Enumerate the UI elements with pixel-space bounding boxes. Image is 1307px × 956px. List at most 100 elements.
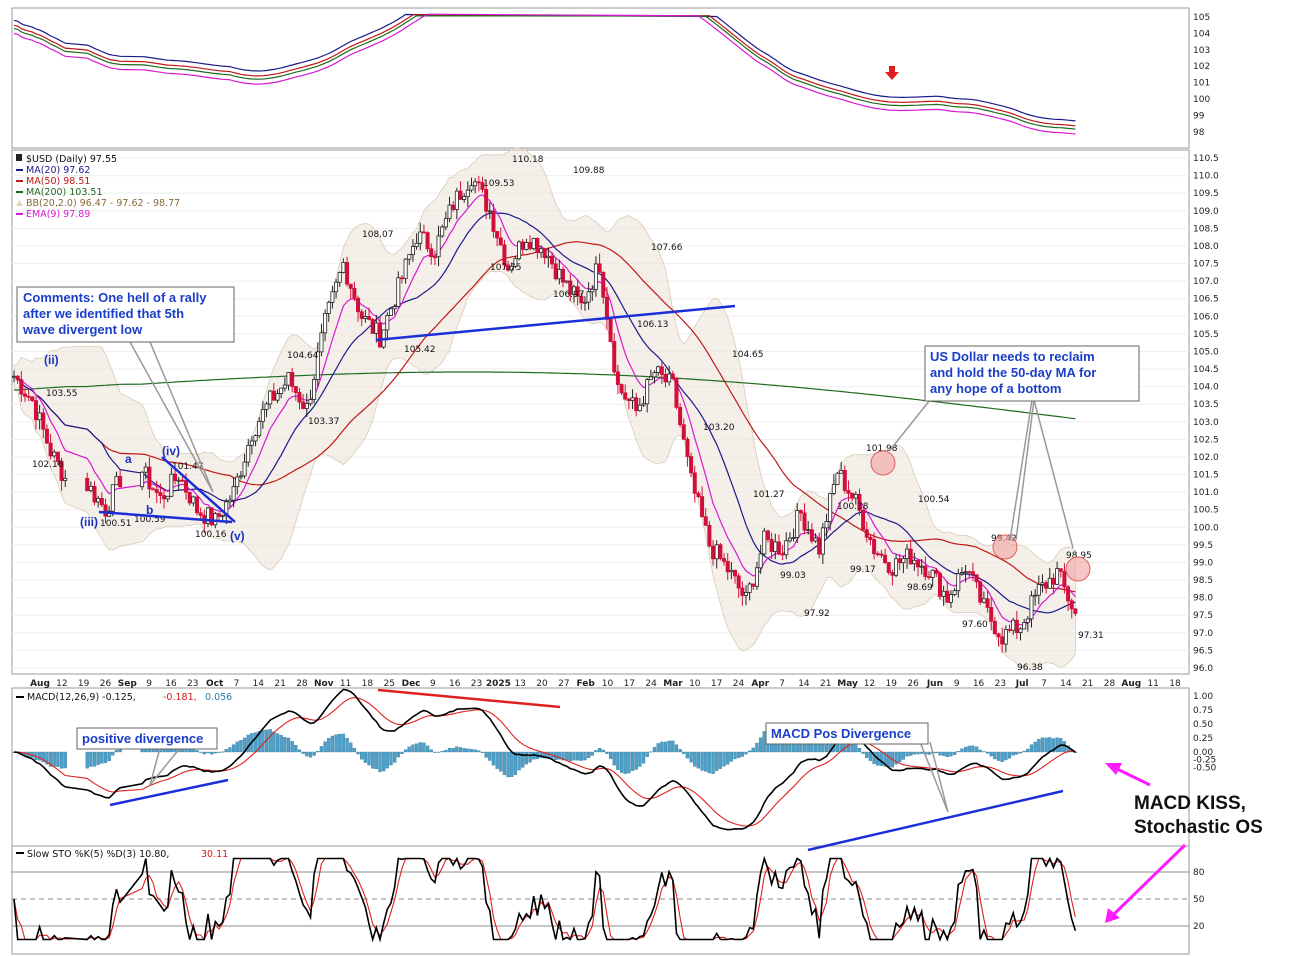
candle-body — [535, 237, 540, 253]
candle-body — [1036, 584, 1041, 596]
macd-header: MACD(12,26,9) -0.125, — [27, 692, 136, 703]
macd-axis-label: 0.00 — [1193, 748, 1213, 758]
candle-body — [191, 496, 196, 504]
x-axis-label: 18 — [1169, 679, 1181, 689]
candle-body — [557, 268, 562, 280]
macd-histogram-bar — [722, 751, 726, 767]
x-axis-label: Nov — [314, 679, 334, 689]
candle — [564, 280, 569, 284]
candle-body — [674, 378, 679, 408]
candle-body — [1033, 594, 1038, 597]
x-axis-label: 17 — [711, 679, 722, 689]
candle — [959, 567, 964, 576]
candle — [491, 203, 496, 238]
x-axis-label: 20 — [536, 679, 548, 689]
candle — [970, 562, 975, 582]
macd-histogram-bar — [114, 749, 119, 753]
candle — [370, 318, 375, 334]
candle-body — [44, 428, 49, 444]
candle-body — [26, 395, 31, 398]
stochastic-panel — [11, 845, 1190, 955]
candle-body — [1007, 629, 1012, 631]
price-point-label: 97.92 — [804, 609, 830, 619]
candle — [173, 467, 178, 485]
macd-histogram-bar — [224, 749, 228, 753]
candle — [418, 222, 423, 251]
price-axis-label: 106.5 — [1193, 295, 1219, 305]
price-axis-label: 100.5 — [1193, 506, 1219, 516]
candle — [487, 202, 492, 220]
macd-histogram-bar — [305, 751, 309, 757]
candle-body — [905, 548, 910, 559]
macd-histogram-bar — [656, 743, 660, 753]
macd-histogram-bar — [700, 751, 704, 771]
comment-box — [16, 286, 235, 343]
candle — [597, 253, 602, 273]
candle — [806, 520, 811, 535]
macd-histogram-bar — [37, 751, 42, 761]
upper-ma-green — [13, 15, 1076, 130]
candle — [879, 550, 884, 558]
macd-histogram-bar — [279, 735, 283, 753]
price-point-label: (iv) — [162, 444, 180, 458]
candle-body — [853, 493, 858, 499]
candle-body — [227, 499, 232, 503]
x-axis-label: 2025 — [486, 679, 511, 689]
candle — [809, 523, 814, 544]
candle-body — [978, 581, 983, 603]
candle-body — [462, 196, 467, 200]
price-point-label: 103.37 — [308, 417, 340, 427]
candle — [802, 503, 807, 535]
macd-histogram-bar — [887, 751, 891, 768]
candle — [648, 369, 653, 381]
candle — [828, 492, 833, 531]
candle — [253, 434, 258, 447]
candle — [293, 386, 298, 401]
candle — [582, 296, 587, 311]
candle — [242, 453, 247, 479]
macd-histogram-bar — [294, 745, 298, 753]
candle — [114, 471, 119, 486]
candle-body — [30, 396, 35, 401]
candle-body — [751, 583, 756, 587]
candle — [1069, 598, 1074, 619]
price-axis-label: 104.0 — [1193, 383, 1219, 393]
candle-body — [260, 409, 265, 422]
candle-body — [744, 591, 749, 596]
price-point-label: 98.95 — [1066, 551, 1092, 561]
macd-histogram-bar — [594, 750, 598, 753]
macd-histogram-bar — [447, 748, 452, 753]
candle-body — [601, 271, 606, 298]
candle-body — [231, 486, 236, 501]
macd-histogram-bar — [107, 751, 111, 762]
x-axis-label: Feb — [577, 679, 596, 689]
candle-body — [703, 516, 708, 526]
macd-histogram-bar — [462, 748, 466, 753]
candle-body — [37, 412, 42, 421]
candle-body — [238, 475, 243, 478]
candle — [857, 488, 862, 516]
candle-body — [872, 539, 877, 555]
candle — [886, 562, 891, 575]
candle-body — [502, 244, 507, 266]
comment-line-1: Comments: One hell of a rally — [23, 290, 207, 305]
positive-divergence-box — [76, 727, 218, 750]
candle — [440, 224, 445, 238]
macd-histogram-bar — [425, 745, 430, 753]
candle — [612, 333, 617, 375]
macd-histogram-bar — [330, 735, 335, 753]
macd-histogram-bar — [268, 729, 272, 753]
candle — [363, 309, 368, 323]
candle — [396, 271, 401, 308]
macd-histogram-bar — [652, 747, 657, 753]
upper-ma-red — [13, 14, 1076, 127]
macd-axis-label: 0.75 — [1193, 706, 1213, 716]
candle-body — [681, 424, 686, 440]
candle — [839, 462, 844, 474]
candle — [513, 256, 518, 269]
macd-histogram-bar — [48, 751, 53, 767]
wave-low-trendline — [98, 510, 233, 524]
candle — [1040, 574, 1045, 593]
candle — [586, 282, 591, 310]
